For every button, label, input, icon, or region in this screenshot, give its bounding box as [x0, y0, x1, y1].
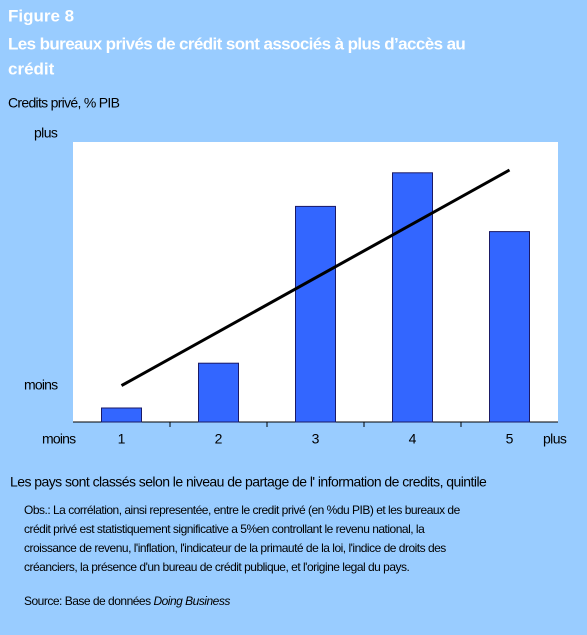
x-tick-label: 5 [506, 431, 514, 447]
subtitle: Credits privé, % PIB [8, 95, 120, 111]
x-tick-label: 4 [409, 431, 417, 447]
note-line: crédit privé est statistiquement signifi… [24, 522, 425, 536]
chart-title: Les bureaux privés de crédit sont associ… [8, 34, 465, 53]
note-line: Obs.: La corrélation, ainsi representée,… [24, 503, 461, 517]
y-label-low: moins [24, 377, 58, 393]
x-label-low: moins [42, 431, 76, 447]
note-line: croissance de revenu, l'inflation, l'ind… [24, 541, 446, 555]
bar [392, 172, 433, 423]
x-tick-label: 1 [118, 431, 126, 447]
source-prefix: Source: Base de données [24, 594, 153, 608]
x-tick-label: 2 [215, 431, 223, 447]
bar [489, 231, 530, 423]
note-line: créanciers, la présence d'un bureau de c… [24, 560, 410, 574]
bar [198, 362, 239, 423]
x-label-high: plus [543, 431, 567, 447]
source-name: Doing Business [153, 594, 230, 608]
chart-title: crédit [8, 59, 55, 78]
figure-label: Figure 8 [8, 6, 74, 25]
bar [295, 205, 336, 423]
trend-line [120, 168, 511, 387]
x-tick-label: 3 [312, 431, 320, 447]
x-axis-title: Les pays sont classés selon le niveau de… [10, 474, 487, 490]
source: Source: Base de données Doing Business [24, 594, 230, 608]
y-label-high: plus [34, 125, 58, 141]
bar [101, 407, 142, 423]
